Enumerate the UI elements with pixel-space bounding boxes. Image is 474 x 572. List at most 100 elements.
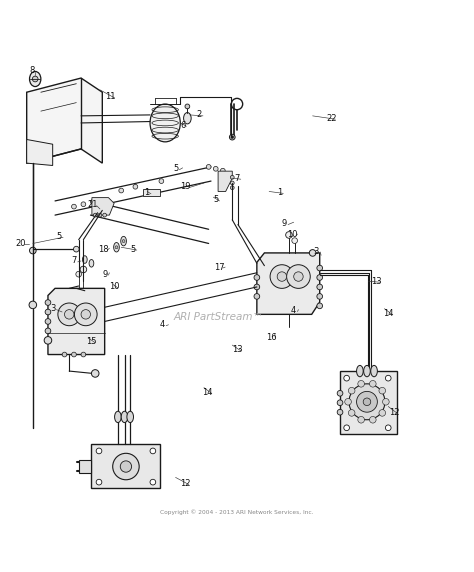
Text: 18: 18 bbox=[99, 245, 109, 253]
Text: 2: 2 bbox=[197, 110, 202, 120]
Text: 9: 9 bbox=[102, 269, 107, 279]
Text: ARI PartStream™: ARI PartStream™ bbox=[173, 312, 263, 321]
Text: 7: 7 bbox=[71, 256, 77, 265]
Ellipse shape bbox=[370, 380, 376, 387]
Ellipse shape bbox=[74, 303, 97, 325]
Text: 22: 22 bbox=[326, 114, 337, 123]
Text: 19: 19 bbox=[180, 182, 190, 191]
Ellipse shape bbox=[277, 272, 287, 281]
Ellipse shape bbox=[150, 479, 156, 485]
Ellipse shape bbox=[45, 319, 51, 324]
Ellipse shape bbox=[81, 352, 86, 357]
Ellipse shape bbox=[317, 265, 322, 271]
Ellipse shape bbox=[29, 247, 36, 254]
Ellipse shape bbox=[385, 425, 391, 431]
Ellipse shape bbox=[337, 400, 343, 406]
Text: 1: 1 bbox=[145, 188, 150, 197]
Ellipse shape bbox=[348, 387, 355, 394]
Text: 5: 5 bbox=[57, 232, 62, 241]
Ellipse shape bbox=[150, 104, 180, 142]
Text: 4: 4 bbox=[291, 306, 296, 315]
Text: 15: 15 bbox=[86, 337, 97, 346]
Text: 8: 8 bbox=[29, 66, 35, 76]
Polygon shape bbox=[340, 371, 397, 434]
Ellipse shape bbox=[45, 328, 51, 333]
Ellipse shape bbox=[358, 380, 365, 387]
Ellipse shape bbox=[133, 184, 138, 189]
Ellipse shape bbox=[82, 256, 87, 263]
Ellipse shape bbox=[344, 375, 349, 381]
Ellipse shape bbox=[76, 271, 82, 277]
Ellipse shape bbox=[368, 376, 374, 386]
Text: 5: 5 bbox=[213, 196, 219, 204]
Ellipse shape bbox=[32, 76, 38, 82]
Text: 3: 3 bbox=[50, 304, 55, 313]
Ellipse shape bbox=[121, 236, 127, 246]
Ellipse shape bbox=[254, 293, 260, 299]
Ellipse shape bbox=[64, 309, 74, 319]
Ellipse shape bbox=[344, 425, 349, 431]
Ellipse shape bbox=[345, 399, 351, 405]
Ellipse shape bbox=[72, 204, 76, 209]
Ellipse shape bbox=[73, 247, 79, 252]
Text: 7: 7 bbox=[234, 174, 240, 182]
Ellipse shape bbox=[317, 284, 322, 290]
Ellipse shape bbox=[348, 410, 355, 416]
Ellipse shape bbox=[45, 300, 51, 305]
Ellipse shape bbox=[317, 293, 322, 299]
Ellipse shape bbox=[81, 202, 86, 206]
Ellipse shape bbox=[44, 336, 52, 344]
Ellipse shape bbox=[159, 178, 164, 184]
Ellipse shape bbox=[120, 461, 132, 472]
Ellipse shape bbox=[294, 272, 303, 281]
Ellipse shape bbox=[358, 416, 365, 423]
Ellipse shape bbox=[91, 200, 95, 204]
Ellipse shape bbox=[103, 213, 107, 217]
Ellipse shape bbox=[231, 136, 234, 138]
Ellipse shape bbox=[365, 376, 371, 386]
Text: 10: 10 bbox=[109, 283, 119, 292]
Ellipse shape bbox=[121, 411, 128, 423]
Ellipse shape bbox=[337, 391, 343, 396]
Polygon shape bbox=[144, 189, 160, 196]
Text: 4: 4 bbox=[160, 320, 165, 329]
Ellipse shape bbox=[317, 275, 322, 280]
Text: 10: 10 bbox=[287, 231, 298, 240]
Ellipse shape bbox=[29, 72, 41, 86]
Ellipse shape bbox=[383, 399, 389, 405]
Ellipse shape bbox=[58, 303, 81, 325]
Text: 13: 13 bbox=[371, 277, 382, 286]
Text: 9: 9 bbox=[282, 219, 287, 228]
Ellipse shape bbox=[220, 168, 225, 173]
Text: 3: 3 bbox=[314, 247, 319, 256]
Ellipse shape bbox=[230, 186, 234, 189]
Ellipse shape bbox=[185, 104, 190, 109]
Ellipse shape bbox=[115, 411, 121, 423]
Ellipse shape bbox=[371, 366, 377, 377]
Text: 21: 21 bbox=[88, 200, 98, 209]
Ellipse shape bbox=[286, 232, 292, 239]
Ellipse shape bbox=[254, 284, 260, 290]
Ellipse shape bbox=[91, 370, 99, 377]
Ellipse shape bbox=[230, 181, 234, 185]
Ellipse shape bbox=[292, 238, 298, 244]
Ellipse shape bbox=[93, 213, 97, 217]
Ellipse shape bbox=[113, 453, 139, 480]
Ellipse shape bbox=[183, 113, 191, 124]
Ellipse shape bbox=[72, 352, 76, 357]
Polygon shape bbox=[91, 444, 160, 488]
Ellipse shape bbox=[366, 376, 372, 386]
Text: 14: 14 bbox=[383, 309, 393, 318]
Polygon shape bbox=[92, 197, 114, 215]
Ellipse shape bbox=[356, 391, 377, 412]
Text: 5: 5 bbox=[173, 164, 178, 173]
Ellipse shape bbox=[379, 387, 385, 394]
Ellipse shape bbox=[122, 240, 125, 243]
Text: 20: 20 bbox=[15, 239, 26, 248]
Ellipse shape bbox=[385, 375, 391, 381]
Polygon shape bbox=[218, 171, 232, 192]
Polygon shape bbox=[48, 288, 105, 355]
Ellipse shape bbox=[213, 166, 218, 171]
Ellipse shape bbox=[115, 246, 118, 249]
Ellipse shape bbox=[98, 213, 102, 217]
